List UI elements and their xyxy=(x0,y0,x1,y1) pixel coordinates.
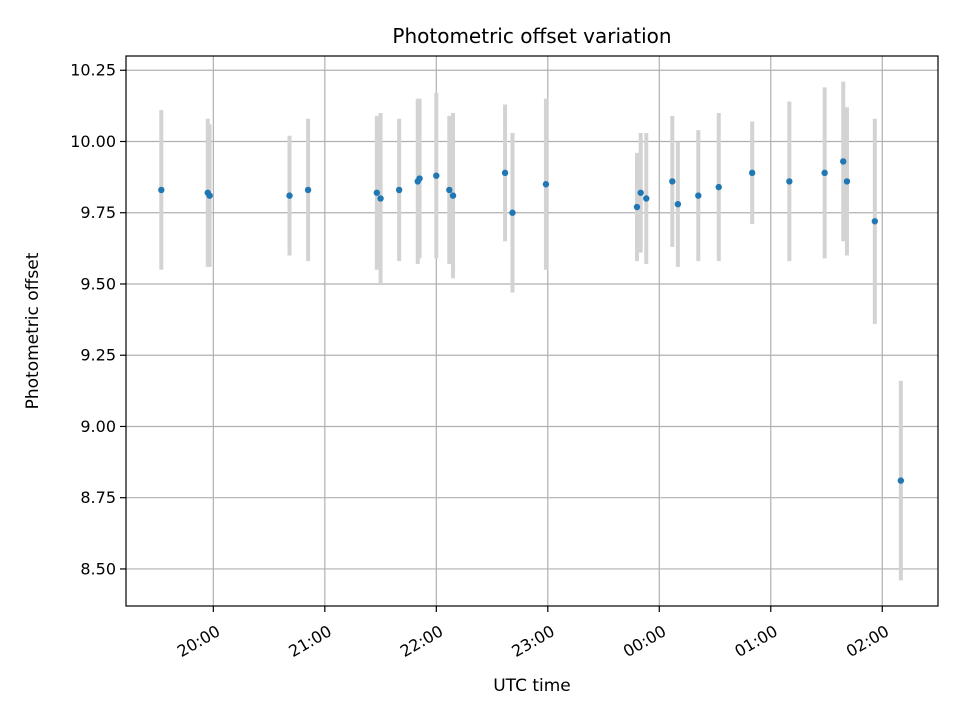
x-tick-label: 02:00 xyxy=(843,621,892,661)
data-point xyxy=(748,169,756,177)
y-tick-label: 10.00 xyxy=(70,132,116,151)
plot-frame xyxy=(125,55,939,607)
data-point xyxy=(840,158,847,165)
y-tick-label: 8.75 xyxy=(80,488,116,507)
data-point xyxy=(446,186,453,194)
data-point xyxy=(509,209,516,216)
data-points xyxy=(158,158,905,484)
data-point xyxy=(449,192,457,199)
y-tick-label: 8.50 xyxy=(80,559,116,578)
y-axis-ticks: 8.50 8.75 9.00 9.25 9.50 9.75 10.00 10.25 xyxy=(70,61,126,578)
y-tick-label: 9.25 xyxy=(80,346,116,365)
data-point xyxy=(542,181,550,188)
x-tick-label: 21:00 xyxy=(285,621,334,661)
data-point xyxy=(373,189,381,196)
x-tick-label: 01:00 xyxy=(731,621,780,661)
data-point xyxy=(377,195,384,202)
data-point xyxy=(637,189,644,196)
data-point xyxy=(501,169,509,177)
y-tick-label: 9.00 xyxy=(80,417,116,436)
y-tick-label: 9.75 xyxy=(80,203,116,222)
data-point xyxy=(695,192,702,199)
x-tick-label: 23:00 xyxy=(508,621,557,661)
data-point xyxy=(158,186,165,194)
y-tick-label: 10.25 xyxy=(70,61,116,80)
error-bars xyxy=(159,81,903,581)
data-point xyxy=(286,192,293,199)
chart-title: Photometric offset variation xyxy=(392,24,671,48)
y-tick-label: 9.50 xyxy=(80,274,116,293)
x-axis-ticks: 20:00 21:00 22:00 23:00 00:00 01:00 02:00 xyxy=(174,606,892,661)
data-point xyxy=(643,195,650,202)
data-point xyxy=(633,203,641,211)
data-point xyxy=(416,175,423,182)
data-point xyxy=(897,477,905,484)
data-point xyxy=(786,178,793,185)
x-tick-label: 20:00 xyxy=(174,621,223,661)
y-axis-title: Photometric offset xyxy=(23,252,43,409)
data-point xyxy=(395,186,403,194)
data-point xyxy=(821,169,828,177)
data-point xyxy=(304,186,312,194)
grid-lines xyxy=(126,56,938,606)
data-point xyxy=(674,200,682,208)
data-point xyxy=(715,183,722,191)
x-axis-title: UTC time xyxy=(493,676,571,696)
data-point xyxy=(669,178,676,185)
data-point xyxy=(433,172,440,179)
data-point xyxy=(206,192,213,199)
x-tick-label: 22:00 xyxy=(397,621,446,661)
data-point xyxy=(843,178,851,185)
x-tick-label: 00:00 xyxy=(620,621,669,661)
data-point xyxy=(871,218,879,225)
